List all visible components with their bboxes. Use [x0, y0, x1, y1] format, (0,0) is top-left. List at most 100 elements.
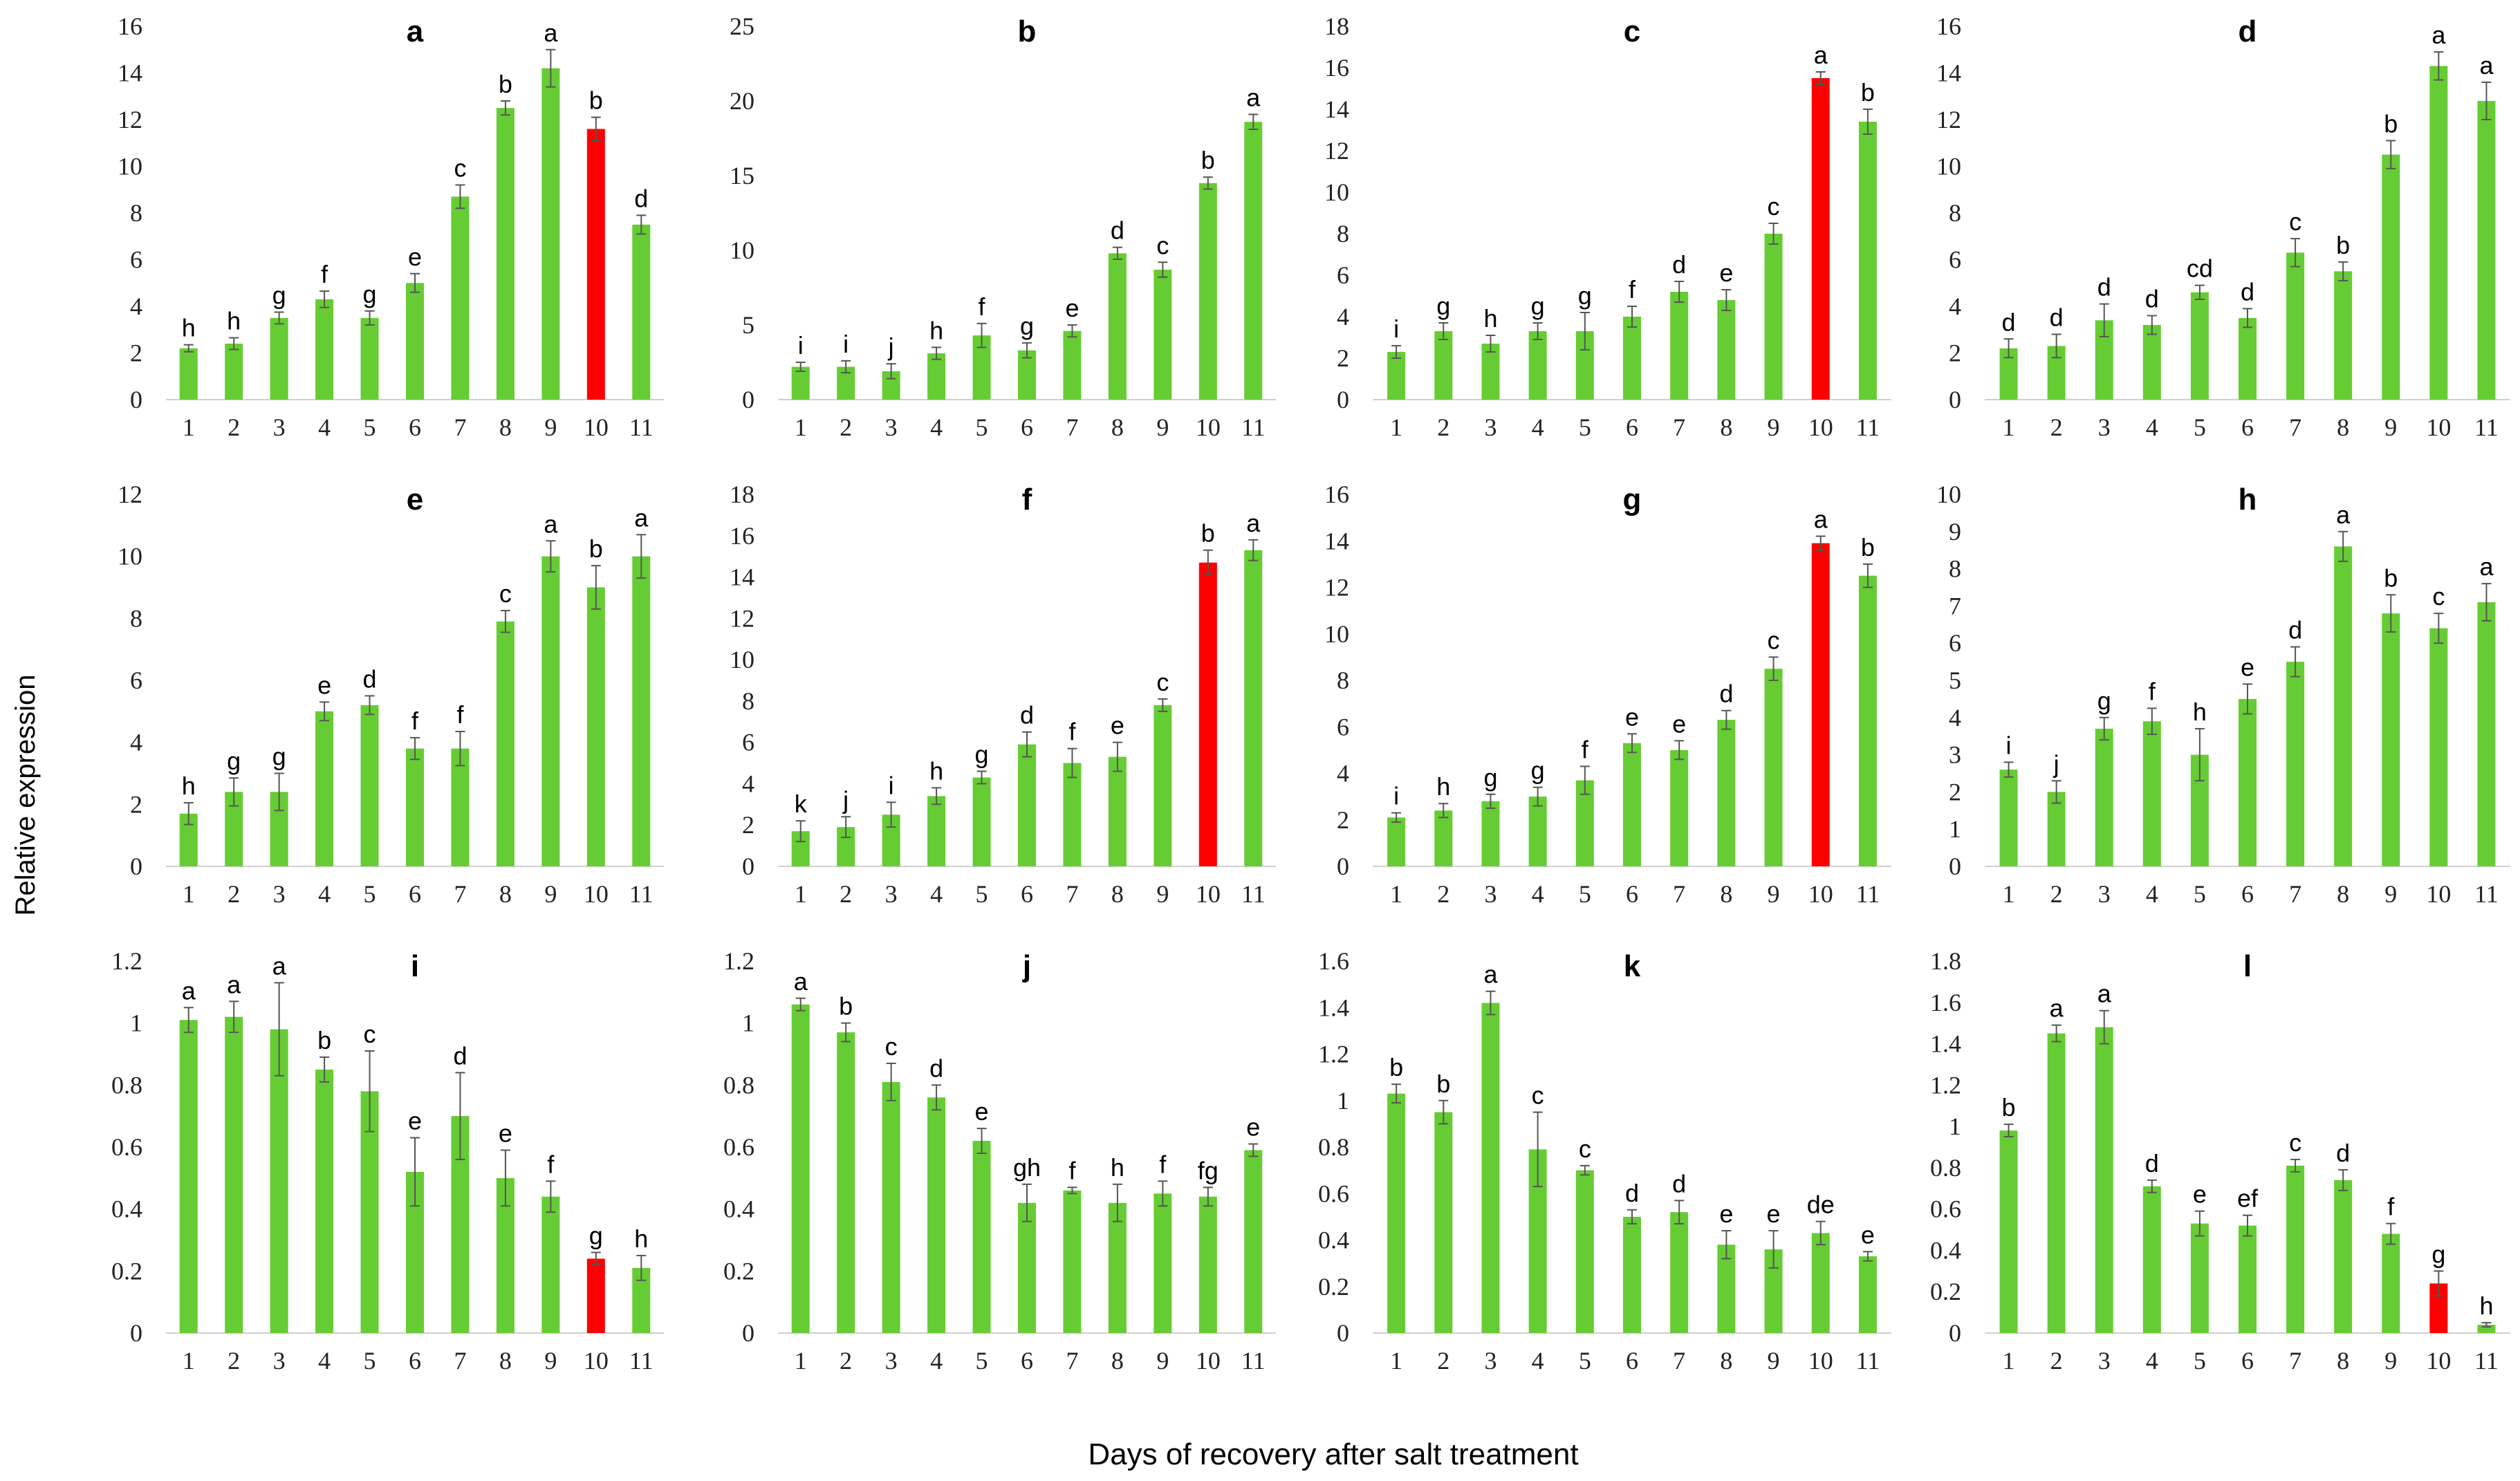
x-tick-label: 2	[228, 413, 240, 441]
significance-letter: h	[929, 316, 943, 344]
x-tick-label: 5	[976, 880, 988, 908]
x-tick-label: 10	[2426, 880, 2451, 908]
panel-g: 0 2 4 6 8 10 12 14 16 g i 1 h 2 g 3 g 4 f 5 e 6 e 7 d 8 c 9 a 10 b 11	[1324, 481, 1891, 908]
x-tick-label: 8	[1111, 1347, 1124, 1375]
significance-letter: a	[1814, 505, 1828, 534]
bar	[315, 711, 334, 866]
significance-letter: e	[1861, 1220, 1875, 1249]
significance-letter: c	[1156, 231, 1169, 259]
x-tick-label: 7	[454, 1347, 466, 1375]
significance-letter: h	[929, 756, 943, 785]
significance-letter: a	[634, 503, 649, 532]
x-tick-label: 9	[544, 413, 557, 441]
x-tick-label: 1	[1390, 880, 1402, 908]
x-tick-label: 2	[840, 880, 852, 908]
bar	[2477, 1325, 2496, 1333]
bar	[927, 796, 946, 866]
x-tick-label: 9	[1156, 1347, 1169, 1375]
significance-letter: d	[634, 184, 648, 212]
x-tick-label: 8	[1720, 1347, 1732, 1375]
significance-letter: j	[842, 785, 849, 814]
y-tick-label: 12	[1324, 574, 1349, 602]
significance-letter: a	[2050, 994, 2064, 1023]
x-tick-label: 9	[2384, 413, 2397, 441]
y-tick-label: 0.8	[111, 1071, 142, 1099]
x-tick-label: 10	[1196, 1347, 1221, 1375]
x-tick-label: 7	[1066, 413, 1078, 441]
x-tick-label: 1	[1390, 1347, 1402, 1375]
x-tick-label: 1	[795, 1347, 807, 1375]
significance-letter: h	[2479, 1292, 2493, 1320]
y-tick-label: 8	[1949, 199, 1961, 227]
x-tick-label: 7	[2289, 413, 2301, 441]
y-tick-label: 0	[1337, 1319, 1349, 1347]
bar	[315, 1069, 334, 1333]
y-tick-label: 0.6	[1930, 1195, 1961, 1223]
y-tick-label: 10	[1936, 153, 1961, 180]
bar	[1528, 331, 1547, 400]
bar	[2190, 292, 2209, 400]
significance-letter: g	[2097, 687, 2111, 715]
x-tick-label: 1	[795, 880, 807, 908]
x-tick-label: 7	[454, 880, 466, 908]
y-tick-label: 6	[1949, 629, 1961, 657]
bar	[2334, 271, 2353, 400]
bar	[1670, 749, 1689, 866]
y-tick-label: 1.2	[1318, 1041, 1349, 1068]
y-tick-label: 15	[730, 162, 754, 189]
x-tick-label: 7	[1066, 880, 1078, 908]
y-tick-label: 16	[1936, 12, 1961, 40]
x-tick-label: 4	[318, 413, 331, 441]
bar	[632, 224, 651, 400]
bar	[1858, 575, 1877, 866]
bar	[586, 129, 605, 400]
bar	[360, 317, 379, 400]
y-tick-label: 0.2	[1318, 1273, 1349, 1301]
x-tick-label: 11	[1856, 1347, 1880, 1375]
bar	[972, 1141, 991, 1333]
x-tick-label: 5	[364, 880, 376, 908]
bar	[1244, 550, 1263, 866]
x-tick-label: 3	[2098, 1347, 2111, 1375]
bar	[1528, 797, 1547, 866]
significance-letter: b	[589, 86, 603, 115]
x-tick-label: 10	[2426, 1347, 2451, 1375]
bar	[1858, 122, 1877, 400]
bar	[1670, 292, 1689, 400]
x-tick-label: 4	[1532, 413, 1544, 441]
bar	[1670, 1212, 1689, 1333]
x-tick-label: 8	[1720, 880, 1732, 908]
y-tick-label: 4	[1337, 303, 1349, 330]
y-tick-label: 16	[730, 522, 754, 550]
significance-letter: g	[1578, 281, 1592, 310]
bar	[2477, 101, 2496, 400]
x-tick-label: 4	[930, 1347, 943, 1375]
bar	[1387, 1093, 1406, 1333]
bar	[225, 1016, 243, 1333]
bar	[360, 705, 379, 866]
x-tick-label: 6	[2241, 413, 2254, 441]
y-tick-label: 4	[742, 770, 754, 797]
x-tick-label: 7	[1673, 1347, 1685, 1375]
significance-letter: f	[547, 1150, 555, 1178]
y-tick-label: 16	[1324, 54, 1349, 82]
y-tick-label: 8	[1337, 220, 1349, 248]
significance-letter: b	[1389, 1053, 1403, 1081]
significance-letter: d	[453, 1041, 467, 1070]
significance-letter: d	[1020, 701, 1034, 729]
bar	[451, 748, 470, 866]
bar	[791, 366, 810, 400]
y-tick-label: 0	[130, 853, 142, 880]
x-tick-label: 6	[1021, 1347, 1033, 1375]
significance-letter: b	[589, 534, 603, 563]
bar	[2477, 602, 2496, 866]
x-tick-label: 8	[499, 413, 512, 441]
x-tick-label: 11	[1856, 880, 1880, 908]
x-tick-label: 5	[976, 1347, 988, 1375]
bar	[2429, 66, 2448, 400]
significance-letter: h	[2193, 698, 2207, 726]
y-tick-label: 8	[742, 687, 754, 715]
significance-letter: e	[499, 1119, 512, 1147]
bar	[496, 621, 515, 866]
